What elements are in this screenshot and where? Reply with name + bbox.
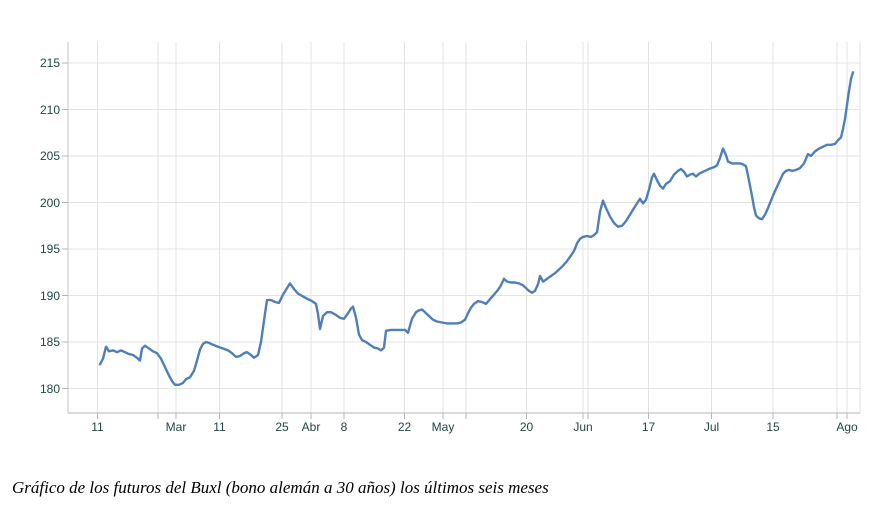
- x-axis-tick-label: 11: [213, 420, 226, 434]
- axes: [67, 42, 861, 414]
- x-axis-tick-label: 20: [519, 420, 534, 434]
- x-axis-tick-label: May: [431, 420, 455, 434]
- x-axis-tick-label: Mar: [165, 420, 187, 434]
- y-axis-tick-label: 180: [39, 381, 60, 396]
- x-axis-tick-label: Jun: [573, 420, 593, 434]
- x-axis-tick-label: Jul: [703, 420, 720, 434]
- y-axis-tick-label: 205: [39, 149, 60, 163]
- x-axis-tick-label: 15: [766, 420, 780, 434]
- price-chart: 215 210 205 200 195 190 185 180 11 Mar 11 25 Abr 8 22…: [39, 42, 861, 434]
- x-axis-tick-label: Abr: [301, 420, 321, 434]
- x-axis-tick-label: 11: [91, 420, 104, 434]
- x-axis-tick-label: 17: [641, 420, 656, 434]
- horizontal-gridlines: [68, 62, 860, 389]
- y-axis-tick-label: 210: [39, 102, 60, 117]
- x-axis-tick-label: 22: [397, 420, 412, 434]
- chart-canvas: [62, 42, 861, 419]
- tick-marks: [62, 62, 848, 419]
- vertical-gridlines: [97, 42, 848, 413]
- x-axis-tick-label: 8: [340, 420, 348, 434]
- y-axis-tick-label: 195: [39, 242, 60, 256]
- x-axis-tick-label: Ago: [836, 420, 858, 434]
- y-axis-tick-label: 200: [39, 195, 60, 210]
- y-axis-tick-label: 185: [39, 335, 60, 349]
- price-series-line: [98, 71, 855, 386]
- chart-caption: Gráfico de los futuros del Buxl (bono al…: [12, 478, 549, 497]
- y-axis-tick-label: 215: [39, 56, 60, 70]
- y-axis-tick-label: 190: [39, 288, 60, 303]
- x-axis-tick-label: 25: [275, 420, 289, 434]
